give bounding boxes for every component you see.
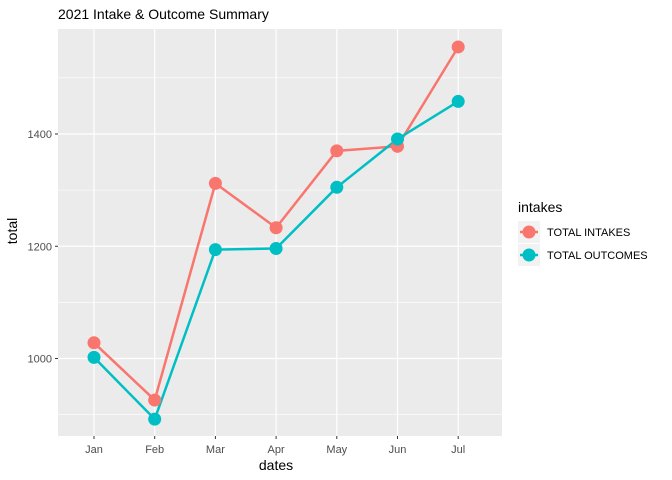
minor-gridlines (58, 77, 502, 415)
legend-key-point (522, 248, 536, 262)
x-axis: Jan Feb Mar Apr May Jun Jul (85, 436, 465, 456)
legend-key-point (522, 225, 536, 239)
x-tick-label: May (326, 444, 347, 456)
series-points (87, 40, 465, 426)
x-tick-label: Apr (268, 444, 285, 456)
legend: intakes TOTAL INTAKES TOTAL OUTCOMES (518, 199, 648, 266)
data-point (451, 40, 465, 54)
data-point (269, 241, 283, 255)
y-tick-label: 1200 (28, 241, 52, 253)
legend-title: intakes (518, 199, 562, 215)
data-point (87, 336, 101, 350)
data-point (391, 132, 404, 146)
y-tick-label: 1400 (28, 129, 52, 141)
x-tick-label: Feb (145, 444, 164, 456)
data-point (208, 243, 222, 257)
data-point (208, 176, 222, 190)
data-point (87, 350, 101, 364)
y-axis-label: total (4, 218, 20, 244)
y-axis: 1000 1200 1400 (28, 129, 58, 366)
x-tick-label: Jun (389, 444, 407, 456)
data-point (148, 412, 162, 426)
x-axis-label: dates (259, 457, 293, 473)
x-tick-label: Mar (206, 444, 225, 456)
x-tick-label: Jan (85, 444, 103, 456)
data-point (330, 144, 344, 158)
y-tick-label: 1000 (28, 354, 52, 366)
x-tick-label: Jul (451, 444, 465, 456)
chart-title: 2021 Intake & Outcome Summary (58, 6, 269, 22)
data-point (269, 221, 283, 235)
legend-label: TOTAL OUTCOMES (547, 250, 648, 262)
legend-label: TOTAL INTAKES (547, 227, 630, 239)
data-point (330, 180, 344, 194)
data-point (451, 94, 465, 108)
data-point (148, 393, 162, 407)
